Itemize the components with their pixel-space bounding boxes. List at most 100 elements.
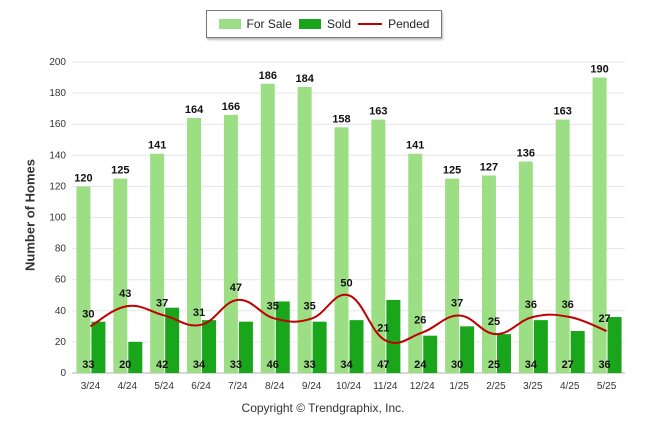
data-label-sold-2: 42 [156, 359, 168, 371]
x-tick-label-12: 3/25 [523, 381, 543, 392]
x-tick-label-2: 5/24 [154, 381, 174, 392]
x-tick-label-6: 9/24 [302, 381, 322, 392]
data-label-sold-11: 25 [488, 359, 500, 371]
bar-sold-9 [423, 335, 438, 373]
y-tick-label-40: 40 [55, 306, 67, 317]
data-label-sold-8: 47 [377, 359, 389, 371]
bar-for-sale-2 [150, 153, 165, 373]
y-tick-label-160: 160 [49, 119, 66, 130]
bar-for-sale-14 [592, 77, 607, 374]
bar-sold-8 [386, 299, 401, 373]
y-tick-label-100: 100 [49, 213, 66, 224]
bar-sold-10 [460, 326, 475, 373]
x-tick-label-10: 1/25 [449, 381, 469, 392]
bar-for-sale-8 [371, 119, 386, 373]
y-tick-label-0: 0 [60, 368, 66, 379]
data-label-for-sale-13: 163 [554, 106, 572, 118]
bar-for-sale-9 [408, 153, 423, 373]
data-label-for-sale-2: 141 [148, 140, 166, 152]
data-label-sold-12: 34 [525, 359, 538, 371]
data-label-for-sale-4: 166 [222, 101, 240, 113]
y-tick-label-120: 120 [49, 181, 66, 192]
y-tick-label-200: 200 [49, 57, 66, 68]
data-label-for-sale-14: 190 [590, 64, 608, 76]
data-label-pended-5: 35 [267, 301, 279, 313]
x-tick-label-14: 5/25 [597, 381, 617, 392]
data-label-pended-6: 35 [304, 301, 316, 313]
legend-item-sold[interactable]: Sold [298, 17, 351, 31]
data-label-pended-11: 25 [488, 316, 500, 328]
bar-sold-2 [165, 307, 180, 373]
legend-label-pended: Pended [388, 17, 430, 31]
legend-label-for-sale: For Sale [246, 17, 292, 31]
data-label-for-sale-1: 125 [111, 165, 129, 177]
y-tick-label-80: 80 [55, 244, 67, 255]
data-label-for-sale-10: 125 [443, 165, 461, 177]
x-tick-label-3: 6/24 [191, 381, 211, 392]
x-tick-label-9: 12/24 [410, 381, 435, 392]
y-tick-label-60: 60 [55, 275, 67, 286]
legend-swatch-sold [298, 19, 321, 29]
y-tick-label-20: 20 [55, 337, 67, 348]
data-label-for-sale-5: 186 [259, 70, 277, 82]
data-label-pended-0: 30 [82, 308, 94, 320]
data-label-for-sale-7: 158 [332, 113, 350, 125]
bar-sold-0 [91, 321, 106, 373]
data-label-pended-3: 31 [193, 307, 205, 319]
bar-for-sale-1 [113, 178, 128, 373]
data-label-sold-10: 30 [451, 359, 463, 371]
bar-sold-13 [570, 331, 585, 373]
bar-sold-3 [202, 320, 217, 373]
bar-for-sale-13 [555, 119, 570, 373]
data-label-for-sale-3: 164 [185, 104, 204, 116]
y-tick-label-140: 140 [49, 150, 66, 161]
data-label-sold-4: 33 [230, 359, 242, 371]
data-label-for-sale-11: 127 [480, 162, 498, 174]
x-tick-label-8: 11/24 [373, 381, 398, 392]
data-label-pended-8: 21 [377, 322, 389, 334]
bar-sold-4 [238, 321, 253, 373]
data-label-sold-1: 20 [119, 359, 131, 371]
data-label-sold-0: 33 [82, 359, 94, 371]
bar-sold-11 [496, 334, 511, 373]
y-tick-label-180: 180 [49, 88, 66, 99]
data-label-sold-5: 46 [267, 359, 279, 371]
data-label-sold-7: 34 [340, 359, 353, 371]
x-tick-label-0: 3/24 [81, 381, 101, 392]
data-label-sold-13: 27 [562, 359, 574, 371]
data-label-pended-10: 37 [451, 297, 463, 309]
bar-for-sale-3 [187, 117, 202, 373]
legend-label-sold: Sold [326, 17, 351, 31]
y-axis-label: Number of Homes [22, 159, 38, 271]
data-label-for-sale-0: 120 [74, 172, 92, 184]
bar-sold-12 [533, 320, 548, 373]
data-label-sold-3: 34 [193, 359, 206, 371]
legend-swatch-for-sale [218, 19, 241, 29]
data-label-pended-9: 26 [414, 315, 426, 327]
copyright-text: Copyright © Trendgraphix, Inc. [241, 401, 405, 415]
bar-sold-7 [349, 320, 364, 373]
data-label-sold-9: 24 [414, 359, 427, 371]
data-label-for-sale-9: 141 [406, 140, 424, 152]
legend-item-for-sale[interactable]: For Sale [218, 17, 292, 31]
data-label-pended-7: 50 [340, 277, 352, 289]
x-tick-label-11: 2/25 [486, 381, 506, 392]
x-tick-label-5: 8/24 [265, 381, 285, 392]
bar-sold-14 [607, 317, 622, 373]
data-label-pended-13: 36 [562, 299, 574, 311]
bar-sold-1 [128, 341, 143, 373]
data-label-for-sale-8: 163 [369, 106, 387, 118]
bar-sold-6 [312, 321, 327, 373]
bar-for-sale-10 [445, 178, 460, 373]
line-pended [89, 293, 607, 344]
x-tick-label-1: 4/24 [118, 381, 138, 392]
data-label-pended-12: 36 [525, 299, 537, 311]
data-label-sold-14: 36 [598, 359, 610, 371]
data-label-pended-14: 27 [598, 313, 610, 325]
x-tick-label-4: 7/24 [228, 381, 248, 392]
bar-for-sale-4 [223, 114, 238, 374]
bar-for-sale-5 [260, 83, 275, 374]
legend-item-pended[interactable]: Pended [358, 17, 429, 31]
data-label-sold-6: 33 [304, 359, 316, 371]
